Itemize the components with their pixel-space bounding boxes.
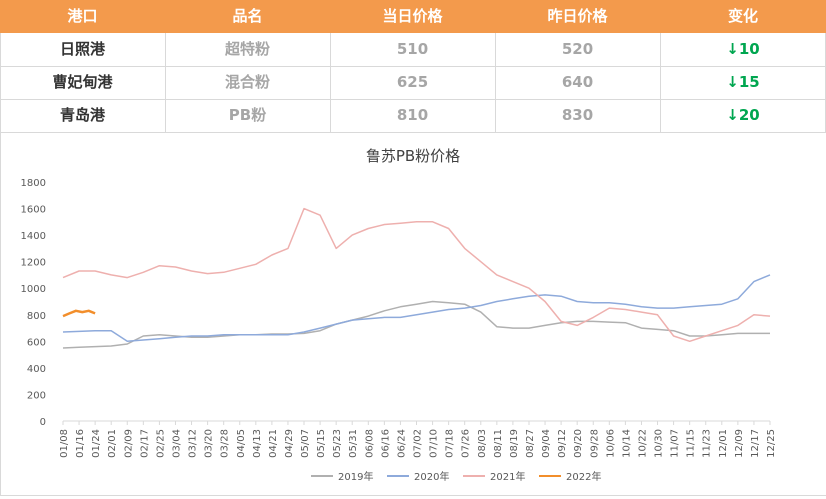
x-tick-label: 05/07 — [300, 429, 311, 458]
x-tick-label: 09/12 — [557, 429, 568, 458]
legend-label: 2021年 — [490, 470, 525, 483]
x-tick-label: 07/10 — [429, 429, 440, 458]
x-tick-label: 05/31 — [348, 429, 359, 458]
x-tick-label: 12/09 — [734, 429, 745, 458]
x-tick-label: 10/22 — [637, 429, 648, 458]
x-tick-label: 10/30 — [654, 429, 665, 458]
x-tick-label: 05/23 — [332, 429, 343, 458]
x-tick-label: 02/09 — [123, 429, 134, 458]
x-tick-label: 08/19 — [509, 429, 520, 458]
today-price-cell: 625 — [396, 73, 429, 91]
y-tick-label: 1800 — [21, 178, 46, 189]
x-tick-label: 06/08 — [364, 429, 375, 458]
x-tick-label: 09/20 — [573, 429, 584, 458]
series-lines — [62, 207, 771, 349]
header-yesterday-price: 昨日价格 — [547, 7, 608, 25]
legend-label: 2019年 — [338, 470, 373, 483]
x-axis: 01/08 01/16 01/24 02/01 02/09 02/17 02/25 03/04… — [59, 420, 777, 458]
header-today-price: 当日价格 — [382, 7, 443, 25]
x-tick-label: 11/07 — [670, 429, 681, 458]
x-tick-label: 04/29 — [284, 429, 295, 458]
table-divider — [165, 33, 166, 132]
x-tick-label: 02/01 — [107, 429, 118, 458]
table-divider — [495, 33, 496, 132]
table-divider — [330, 33, 331, 132]
x-tick-label: 07/18 — [445, 429, 456, 458]
y-tick-label: 200 — [27, 390, 46, 401]
y-tick-label: 800 — [27, 311, 46, 322]
today-price-cell: 510 — [396, 40, 429, 58]
product-cell: 混合粉 — [224, 73, 270, 91]
x-tick-label: 07/02 — [413, 429, 424, 458]
x-tick-label: 01/24 — [91, 429, 102, 458]
x-tick-label: 05/15 — [316, 429, 327, 458]
x-tick-label: 08/27 — [525, 429, 536, 458]
today-price-cell: 810 — [396, 106, 429, 124]
x-tick-label: 08/03 — [477, 429, 488, 458]
x-tick-label: 07/26 — [461, 429, 472, 458]
legend: 2019年 2020年 2021年 2022年 — [311, 470, 601, 483]
chart-container: 鲁苏PB粉价格 0 200 400 600 800 1000 1200 1400 1600 180… — [0, 133, 826, 496]
x-tick-label: 08/11 — [493, 429, 504, 458]
port-cell: 日照港 — [59, 40, 105, 58]
port-cell: 曹妃甸港 — [52, 73, 113, 91]
header-port: 港口 — [67, 7, 98, 25]
x-tick-label: 12/17 — [750, 429, 761, 458]
x-tick-label: 04/21 — [268, 429, 279, 458]
y-tick-label: 1200 — [21, 258, 46, 269]
table-row: 曹妃甸港 混合粉 625 640 ↓15 — [0, 66, 826, 100]
table-row: 日照港 超特粉 510 520 ↓10 — [0, 33, 826, 67]
product-cell: 超特粉 — [224, 40, 270, 58]
legend-label: 2022年 — [566, 470, 601, 483]
yesterday-price-cell: 830 — [561, 106, 594, 124]
table-row: 青岛港 PB粉 810 830 ↓20 — [0, 99, 826, 133]
y-axis: 0 200 400 600 800 1000 1200 1400 1600 1800 — [21, 178, 46, 428]
y-tick-label: 400 — [27, 364, 46, 375]
x-tick-label: 02/17 — [139, 429, 150, 458]
x-tick-label: 04/05 — [236, 429, 247, 458]
x-tick-label: 12/25 — [766, 429, 777, 458]
y-tick-label: 1600 — [21, 205, 46, 216]
y-tick-label: 0 — [40, 417, 46, 428]
series-line-2022年 — [62, 309, 96, 318]
x-tick-label: 04/13 — [252, 429, 263, 458]
x-tick-label: 03/20 — [204, 429, 215, 458]
x-tick-label: 09/04 — [541, 429, 552, 458]
change-cell: ↓15 — [726, 73, 760, 91]
x-tick-label: 03/04 — [171, 429, 182, 458]
x-tick-label: 06/24 — [396, 429, 407, 458]
table-header: 港口 品名 当日价格 昨日价格 变化 — [0, 0, 826, 33]
x-tick-label: 10/06 — [605, 429, 616, 458]
change-cell: ↓10 — [726, 40, 760, 58]
table-divider — [0, 33, 1, 132]
header-change: 变化 — [727, 7, 758, 25]
x-tick-label: 03/28 — [220, 429, 231, 458]
y-tick-label: 1000 — [21, 284, 46, 295]
legend-label: 2020年 — [414, 470, 449, 483]
x-tick-label: 11/23 — [702, 429, 713, 458]
product-cell: PB粉 — [228, 106, 267, 124]
price-table: 港口 品名 当日价格 昨日价格 变化 日照港 超特粉 510 520 ↓10 曹… — [0, 0, 826, 133]
chart-title: 鲁苏PB粉价格 — [366, 147, 460, 165]
x-tick-label: 11/15 — [686, 429, 697, 458]
series-line-2021年 — [62, 207, 771, 343]
change-cell: ↓20 — [726, 106, 760, 124]
x-tick-label: 12/01 — [718, 429, 729, 458]
x-tick-label: 01/08 — [59, 429, 70, 458]
series-line-2020年 — [62, 274, 771, 343]
x-tick-label: 01/16 — [75, 429, 86, 458]
port-cell: 青岛港 — [59, 106, 105, 124]
table-divider — [660, 33, 661, 132]
yesterday-price-cell: 640 — [561, 73, 594, 91]
header-product: 品名 — [232, 7, 263, 25]
y-tick-label: 600 — [27, 337, 46, 348]
x-tick-label: 09/28 — [589, 429, 600, 458]
x-tick-label: 06/16 — [380, 429, 391, 458]
x-tick-label: 03/12 — [188, 429, 199, 458]
x-tick-label: 10/14 — [621, 429, 632, 458]
price-line-chart: 鲁苏PB粉价格 0 200 400 600 800 1000 1200 1400 1600 180… — [21, 147, 777, 483]
yesterday-price-cell: 520 — [561, 40, 594, 58]
y-tick-label: 1400 — [21, 231, 46, 242]
x-tick-label: 02/25 — [155, 429, 166, 458]
